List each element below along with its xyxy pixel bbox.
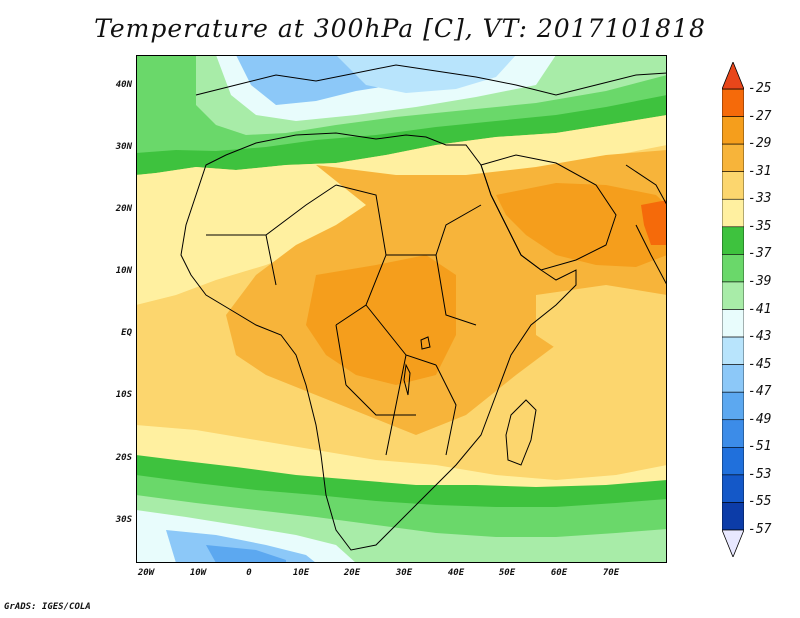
colorbar-under-arrow [722, 529, 744, 557]
map-title: Temperature at 300hPa [C], VT: 201710181… [94, 14, 706, 43]
lon-label-20w: 20W [137, 568, 155, 578]
lat-label-30s: 30S [115, 515, 132, 525]
lat-label-30n: 30N [115, 142, 132, 152]
colorbar-cell [722, 226, 744, 255]
colorbar-cell [722, 88, 744, 117]
colorbar-label: -53 [748, 466, 772, 482]
colorbar-cell [722, 254, 744, 283]
lat-label-10s: 10S [115, 390, 132, 400]
colorbar-over-arrow [722, 62, 744, 90]
lon-label-70e: 70E [602, 568, 620, 578]
field-orange-india [641, 200, 667, 245]
colorbar-label: -41 [748, 301, 772, 317]
colorbar-label: -39 [748, 273, 772, 289]
colorbar-cell [722, 474, 744, 503]
lon-label-30e: 30E [395, 568, 413, 578]
field-pale-yellow-n [136, 115, 667, 305]
colorbar-label: -57 [748, 522, 772, 537]
colorbar-cell [722, 171, 744, 200]
colorbar-label: -31 [748, 163, 772, 179]
lon-label-0: 0 [246, 568, 252, 578]
lat-label-eq: EQ [121, 328, 132, 338]
colorbar [722, 62, 744, 557]
colorbar-cell [722, 309, 744, 338]
lon-label-10w: 10W [189, 568, 207, 578]
colorbar-label: -35 [748, 218, 772, 234]
lat-label-40n: 40N [115, 80, 132, 90]
field-north-lightblue [336, 55, 516, 93]
colorbar-cell [722, 281, 744, 310]
colorbar-cell [722, 116, 744, 145]
field-south-darkblue [206, 545, 286, 563]
colorbar-label: -37 [748, 246, 772, 262]
lat-label-20n: 20N [115, 204, 132, 214]
field-pale-yellow-s [136, 425, 667, 500]
field-orange-africa-core [306, 255, 456, 385]
colorbar-label: -29 [748, 136, 772, 152]
colorbar-cell [722, 502, 744, 531]
coastlines [180, 64, 667, 551]
field-south-blue [166, 530, 316, 563]
colorbar-cell [722, 419, 744, 448]
colorbar-label: -33 [748, 191, 772, 207]
lat-label-10n: 10N [115, 266, 132, 276]
colorbar-label: -25 [748, 81, 772, 96]
lat-label-20s: 20S [115, 453, 132, 463]
colorbar-label: -47 [748, 384, 772, 400]
colorbar-cell [722, 143, 744, 172]
colorbar-label: -49 [748, 411, 772, 427]
colorbar-cell [722, 391, 744, 421]
colorbar-cells [722, 88, 744, 531]
lon-label-20e: 20E [343, 568, 361, 578]
colorbar-label: -43 [748, 329, 772, 345]
field-orange-arabia [496, 183, 667, 267]
lon-label-60e: 60E [550, 568, 568, 578]
lon-label-50e: 50E [498, 568, 516, 578]
colorbar-cell [722, 364, 744, 393]
colorbar-label: -55 [748, 494, 772, 510]
lon-label-10e: 10E [292, 568, 310, 578]
colorbar-label: -51 [748, 439, 772, 455]
colorbar-cell [722, 447, 744, 476]
lon-label-40e: 40E [447, 568, 465, 578]
credit-text: GrADS: IGES/COLA [4, 602, 91, 612]
temperature-map [136, 55, 667, 563]
colorbar-label: -45 [748, 356, 772, 372]
colorbar-cell [722, 336, 744, 365]
field-pale-yellow-io [536, 285, 667, 365]
colorbar-cell [722, 198, 744, 228]
colorbar-label: -27 [748, 108, 772, 124]
